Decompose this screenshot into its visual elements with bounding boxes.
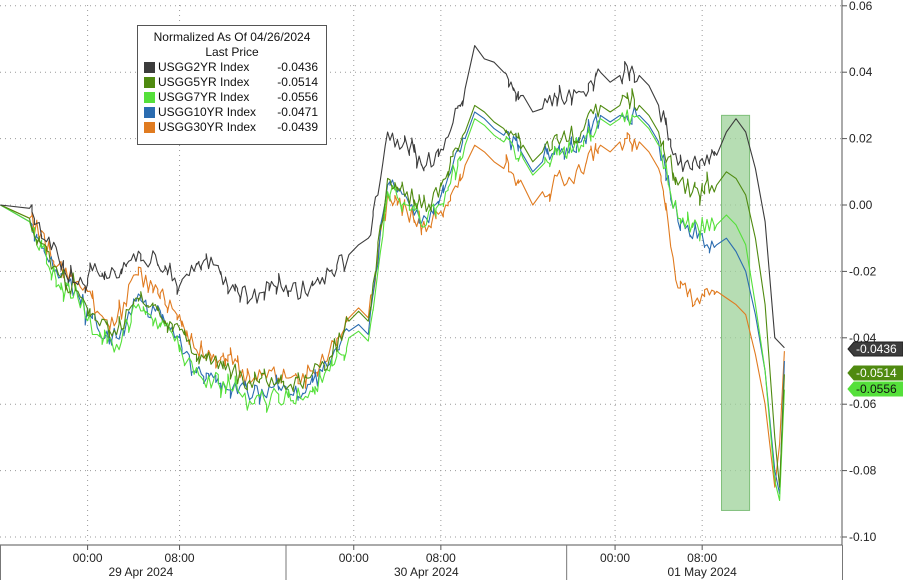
last-value-tag-label: -0.0436 [856,342,897,356]
x-tick-label: 00:00 [73,551,103,565]
y-tick-label: 0.02 [849,132,873,146]
legend-entry: USGG7YR Index -0.0556 [144,90,320,105]
legend-series-name: USGG30YR Index [158,120,257,134]
legend-series-value: -0.0436 [277,60,318,74]
legend-entry: USGG10YR Index -0.0471 [144,105,320,120]
y-tick-label: 0.00 [849,198,873,212]
legend-swatch [144,122,155,133]
series-lines [0,45,785,502]
x-tick-label: 08:00 [165,551,195,565]
legend-entries: USGG2YR Index -0.0436 USGG5YR Index -0.0514… [144,60,320,135]
last-value-tags: -0.0436 -0.0514 -0.0556 [847,341,903,397]
legend-entry: USGG5YR Index -0.0514 [144,75,320,90]
legend: Normalized As Of 04/26/2024 Last Price U… [137,25,327,145]
last-value-tag [847,381,903,397]
legend-swatch [144,107,155,118]
series-line-usgg2yr-index [0,45,785,349]
legend-series-value: -0.0556 [277,90,318,104]
legend-series-value: -0.0471 [277,105,318,119]
series-line-usgg7yr-index [0,109,785,502]
y-axis: 0.06 0.04 0.02 0.00 -0.02 -0.04 -0.06 -0.08 -0.1… [841,0,877,545]
legend-series-name: USGG10YR Index [158,105,257,119]
legend-swatch [144,92,155,103]
x-tick-label: 00:00 [600,551,630,565]
y-tick-label: -0.10 [849,530,877,544]
y-tick-label: 0.04 [849,65,873,79]
y-tick-label: -0.06 [849,397,877,411]
x-day-label: 29 Apr 2024 [108,565,173,579]
x-tick-label: 00:00 [339,551,369,565]
y-tick-label: -0.02 [849,264,877,278]
series-line-usgg5yr-index [0,88,785,488]
legend-series-name: USGG7YR Index [158,90,250,104]
last-value-tag [847,365,903,381]
x-tick-label: 08:00 [687,551,717,565]
grid-lines [0,5,842,545]
legend-swatch [144,62,155,73]
legend-title: Normalized As Of 04/26/2024 [153,30,311,44]
legend-series-name: USGG2YR Index [158,60,250,74]
x-day-label: 01 May 2024 [667,565,737,579]
legend-swatch [144,77,155,88]
legend-subtitle: Last Price [205,45,259,59]
legend-series-value: -0.0439 [277,120,318,134]
series-line-usgg10yr-index [0,106,785,495]
y-tick-label: -0.04 [849,331,877,345]
legend-entry: USGG2YR Index -0.0436 [144,60,320,75]
x-tick-label: 08:00 [426,551,456,565]
legend-entry: USGG30YR Index -0.0439 [144,120,320,135]
legend-series-name: USGG5YR Index [158,75,250,89]
x-day-label: 30 Apr 2024 [394,565,459,579]
y-tick-label: -0.08 [849,464,877,478]
y-tick-label: 0.06 [849,0,873,13]
last-value-tag [847,341,903,357]
highlight-band [721,114,751,511]
last-value-tag-label: -0.0556 [856,382,897,396]
legend-series-value: -0.0514 [277,75,318,89]
last-value-tag-label: -0.0514 [856,366,897,380]
